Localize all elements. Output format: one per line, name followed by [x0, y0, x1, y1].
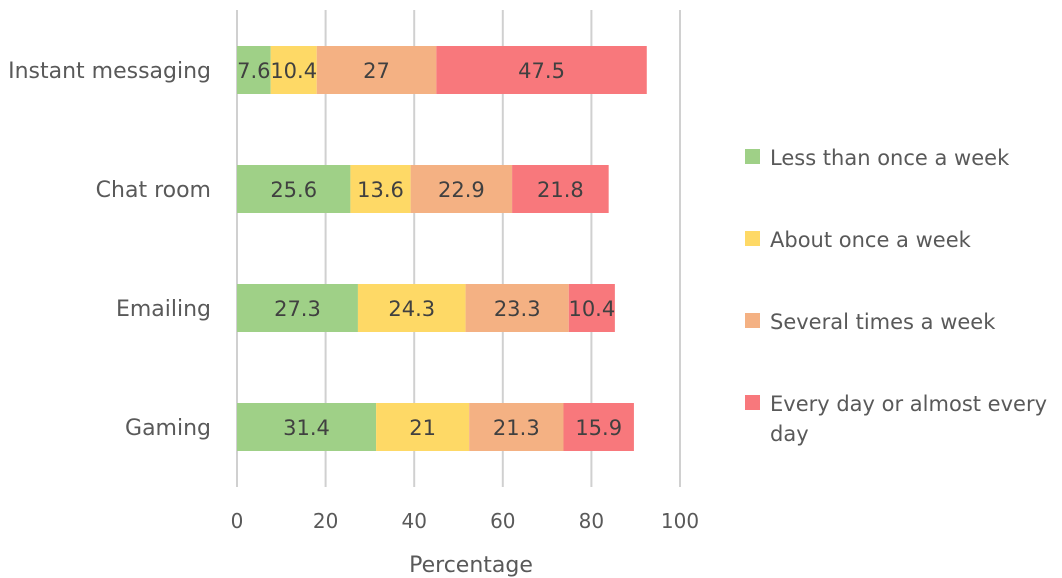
data-label: 21	[409, 416, 436, 440]
legend-label: Several times a week	[770, 310, 996, 334]
data-label: 22.9	[438, 178, 485, 202]
legend-label: Every day or almost every day	[770, 392, 1047, 446]
data-label: 24.3	[388, 297, 435, 321]
data-label: 27.3	[274, 297, 321, 321]
bar-segment	[436, 46, 647, 94]
bar-segment	[316, 46, 437, 94]
x-tick-label: 20	[313, 509, 338, 533]
data-label: 13.6	[357, 178, 404, 202]
data-label: 25.6	[270, 178, 317, 202]
x-tick-label: 80	[579, 509, 604, 533]
bar-segment	[469, 403, 564, 451]
legend-label: About once a week	[770, 228, 972, 252]
data-label: 21.8	[537, 178, 584, 202]
bar-segment	[376, 403, 470, 451]
data-labels: 7.6 10.4 27 47.525.6 13.6 22.9 21.827.3 24.3 23.…	[237, 59, 622, 440]
legend-swatch	[745, 313, 760, 328]
x-axis-title: Percentage	[409, 553, 533, 578]
data-label: 23.3	[494, 297, 541, 321]
legend-swatch	[745, 231, 760, 246]
data-label: 21.3	[493, 416, 540, 440]
category-label: Gaming	[125, 416, 211, 441]
x-tick-label: 60	[490, 509, 515, 533]
legend-swatch	[745, 149, 760, 164]
data-label: 10.4	[270, 59, 317, 83]
x-tick-labels: 0 20 40 60 80 100	[231, 509, 699, 533]
x-tick-label: 40	[401, 509, 426, 533]
bar-segment	[237, 165, 351, 213]
data-label: 47.5	[518, 59, 565, 83]
data-label: 15.9	[575, 416, 622, 440]
bar-segment	[410, 165, 513, 213]
data-label: 31.4	[283, 416, 330, 440]
bar-segment	[270, 46, 317, 94]
bar-segment	[568, 284, 615, 332]
data-label: 7.6	[237, 59, 270, 83]
bar-segment	[237, 46, 271, 94]
bar-segment	[512, 165, 609, 213]
legend-label: Less than once a week	[770, 146, 1010, 170]
bar-segment	[357, 284, 466, 332]
x-tick-label: 100	[661, 509, 699, 533]
category-label: Instant messaging	[8, 59, 211, 84]
category-label: Emailing	[116, 297, 211, 322]
legend-swatch	[745, 395, 760, 410]
bar-segment	[237, 403, 377, 451]
bar-segment	[563, 403, 634, 451]
category-label: Chat room	[96, 178, 211, 203]
legend: Less than once a week About once a week Se…	[745, 146, 1047, 446]
x-tick-label: 0	[231, 509, 244, 533]
bar-segment	[465, 284, 569, 332]
bar-segment	[350, 165, 411, 213]
bars	[237, 46, 647, 451]
bar-segment	[237, 284, 358, 332]
data-label: 27	[363, 59, 390, 83]
data-label: 10.4	[568, 297, 615, 321]
category-labels: Instant messaging Chat room Emailing Gaming	[8, 59, 211, 441]
